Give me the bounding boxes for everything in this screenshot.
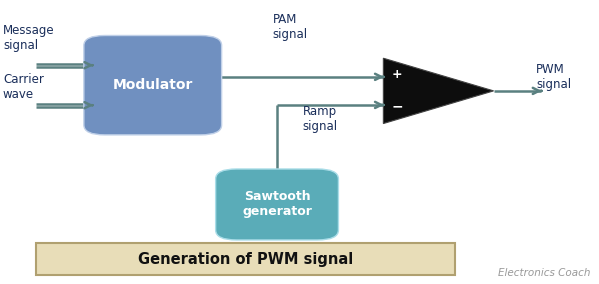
Text: Generation of PWM signal: Generation of PWM signal xyxy=(138,252,353,267)
Text: +: + xyxy=(391,68,402,81)
Text: Modulator: Modulator xyxy=(113,78,193,92)
Text: Sawtooth
generator: Sawtooth generator xyxy=(242,191,312,218)
Polygon shape xyxy=(383,58,494,124)
Text: Ramp
signal: Ramp signal xyxy=(302,105,338,133)
FancyBboxPatch shape xyxy=(36,243,455,275)
Text: PWM
signal: PWM signal xyxy=(536,63,571,91)
Text: −: − xyxy=(391,100,403,114)
Text: Carrier
wave: Carrier wave xyxy=(3,73,44,101)
Text: Message
signal: Message signal xyxy=(3,24,55,52)
Text: Electronics Coach: Electronics Coach xyxy=(498,268,590,278)
Text: PAM
signal: PAM signal xyxy=(273,13,308,41)
FancyBboxPatch shape xyxy=(216,169,338,240)
FancyBboxPatch shape xyxy=(84,36,222,135)
